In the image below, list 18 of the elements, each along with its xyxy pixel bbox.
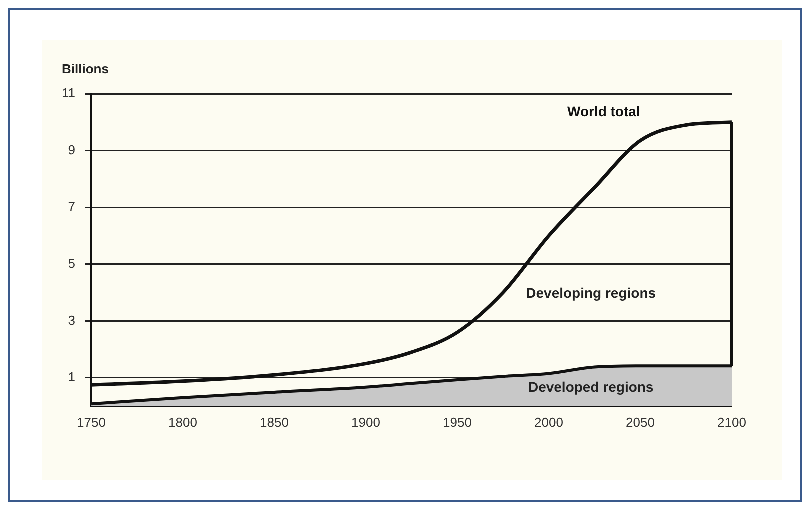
y-tick-label: 7 [68,199,76,214]
y-tick-label: 3 [68,312,76,328]
x-tick-label: 1900 [352,414,380,430]
series-label: Developed regions [528,379,654,396]
x-tick-label: 1750 [77,414,106,430]
x-tick-label: 2000 [534,414,564,430]
series-label: World total [567,103,640,120]
y-axis-title: Billions [62,62,109,77]
x-tick-label: 1850 [260,414,289,430]
x-tick-label: 1950 [443,414,472,430]
y-tick-label: 9 [68,142,76,158]
y-tick-label: 11 [62,86,76,101]
x-tick-label: 2100 [718,414,746,430]
y-tick-label: 1 [68,370,76,385]
y-tick-label: 5 [68,256,76,271]
x-tick-label: 1800 [168,414,198,430]
x-tick-label: 2050 [626,414,655,430]
annotation: Developing regions [526,284,656,301]
